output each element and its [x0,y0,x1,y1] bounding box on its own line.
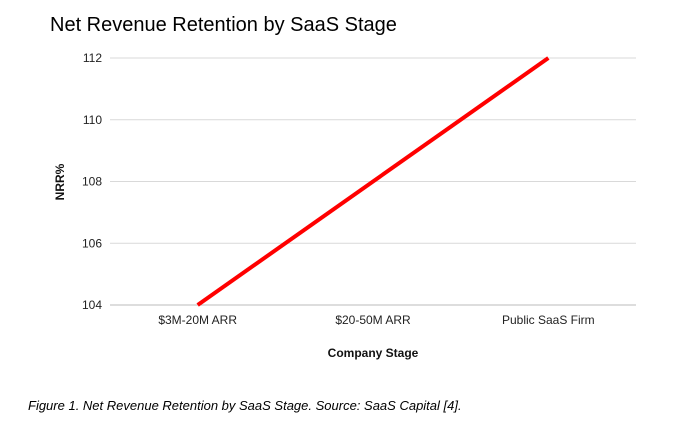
chart-title: Net Revenue Retention by SaaS Stage [50,14,397,36]
y-tick-label: 110 [83,113,102,127]
y-tick-label: 104 [82,298,102,312]
x-axis-label: Company Stage [328,346,419,360]
y-tick-label: 108 [82,175,102,189]
x-tick-label: $3M-20M ARR [158,313,237,327]
x-tick-label: Public SaaS Firm [502,313,595,327]
y-axis-label: NRR% [53,163,67,200]
x-tick-label: $20-50M ARR [335,313,411,327]
y-tick-label: 112 [83,51,102,65]
y-tick-label: 106 [82,236,102,250]
figure-caption: Figure 1. Net Revenue Retention by SaaS … [28,398,462,413]
series-line [196,56,550,307]
